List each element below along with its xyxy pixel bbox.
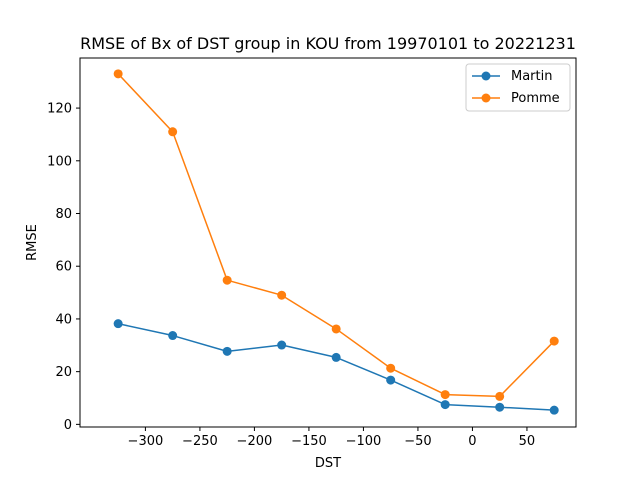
data-point-martin bbox=[440, 400, 450, 410]
x-tick-label: −150 bbox=[291, 434, 327, 449]
y-tick-label: 20 bbox=[55, 365, 72, 380]
y-tick-label: 60 bbox=[55, 260, 72, 275]
legend-marker-pomme bbox=[481, 93, 491, 103]
data-point-pomme bbox=[168, 127, 178, 137]
y-tick-label: 100 bbox=[47, 154, 72, 169]
y-tick-label: 120 bbox=[47, 102, 72, 117]
x-tick-label: 50 bbox=[519, 434, 536, 449]
data-point-pomme bbox=[440, 390, 450, 400]
legend-marker-martin bbox=[481, 71, 491, 81]
data-point-martin bbox=[113, 319, 123, 329]
plot-frame bbox=[79, 57, 577, 428]
y-tick-label: 80 bbox=[55, 207, 72, 222]
chart-title: RMSE of Bx of DST group in KOU from 1997… bbox=[80, 34, 576, 53]
x-tick-label: −100 bbox=[346, 434, 382, 449]
data-point-pomme bbox=[331, 324, 341, 334]
legend-label-pomme: Pomme bbox=[511, 91, 560, 106]
y-tick-label: 0 bbox=[64, 418, 72, 433]
data-point-pomme bbox=[495, 391, 505, 401]
series-layer bbox=[113, 69, 559, 415]
x-tick-label: −250 bbox=[182, 434, 218, 449]
x-axis-label: DST bbox=[315, 456, 341, 471]
series-pomme bbox=[113, 69, 559, 401]
data-point-martin bbox=[495, 402, 505, 412]
x-tick-label: 0 bbox=[468, 434, 476, 449]
legend-label-martin: Martin bbox=[511, 69, 552, 84]
data-point-martin bbox=[331, 352, 341, 362]
data-point-martin bbox=[549, 405, 559, 415]
data-point-martin bbox=[222, 346, 232, 356]
x-tick-label: −50 bbox=[404, 434, 431, 449]
y-axis-ticks: 0 20 40 60 80 100 120 bbox=[47, 102, 80, 433]
data-point-pomme bbox=[386, 363, 396, 373]
data-point-martin bbox=[386, 375, 396, 385]
legend: Martin Pomme bbox=[465, 63, 571, 112]
data-point-pomme bbox=[113, 69, 123, 79]
x-tick-label: −300 bbox=[128, 434, 164, 449]
y-axis-label: RMSE bbox=[25, 224, 40, 261]
x-axis-ticks: −300 −250 −200 −150 −100 −50 0 50 bbox=[128, 427, 536, 449]
data-point-martin bbox=[168, 331, 178, 341]
series-martin bbox=[113, 319, 559, 415]
data-point-pomme bbox=[277, 290, 287, 300]
data-point-pomme bbox=[549, 336, 559, 346]
data-point-pomme bbox=[222, 275, 232, 285]
x-tick-label: −200 bbox=[237, 434, 273, 449]
data-point-martin bbox=[277, 340, 287, 350]
y-tick-label: 40 bbox=[55, 312, 72, 327]
